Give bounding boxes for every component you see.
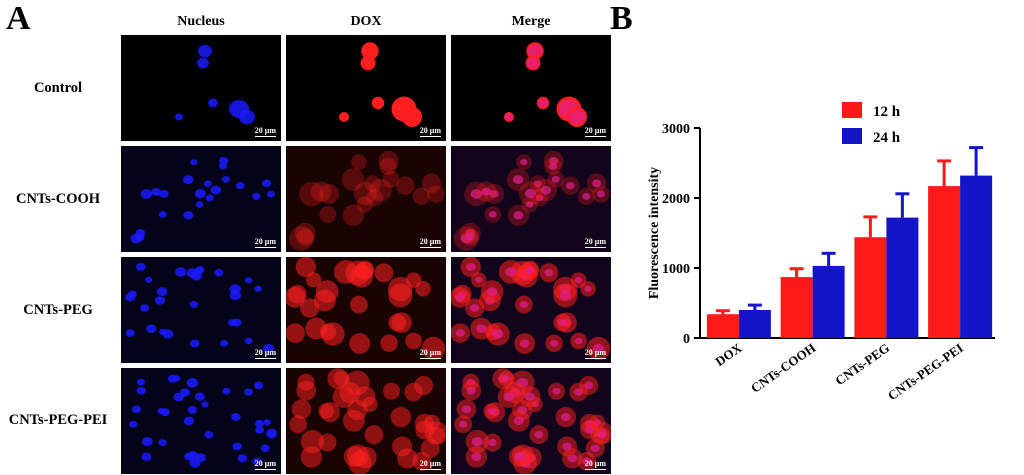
micrograph-cnts-cooh-merge: 20 μm bbox=[451, 146, 611, 252]
legend-label-0: 12 h bbox=[873, 104, 901, 120]
column-header-merge: Merge bbox=[511, 14, 551, 29]
x-tick-label-0: DOX bbox=[712, 340, 745, 369]
micrograph-cnts-peg-pei-nucleus: 20 μm bbox=[121, 368, 281, 474]
x-tick-label-2: CNTs-PEG bbox=[832, 340, 892, 388]
y-tick-label-0: 0 bbox=[683, 332, 690, 347]
scale-bar: 20 μm bbox=[419, 126, 441, 137]
scale-bar: 20 μm bbox=[254, 237, 276, 248]
bar-24h-cnts-peg-pei bbox=[960, 175, 993, 338]
y-tick-label-1: 1000 bbox=[662, 262, 690, 277]
bar-12h-dox bbox=[706, 314, 739, 338]
y-tick-label-2: 2000 bbox=[662, 192, 690, 207]
scale-bar: 20 μm bbox=[419, 237, 441, 248]
micrograph-cnts-cooh-nucleus: 20 μm bbox=[121, 146, 281, 252]
legend-swatch-0 bbox=[842, 102, 862, 118]
x-tick-label-3: CNTs-PEG-PEI bbox=[885, 340, 966, 403]
micrograph-cnts-peg-merge: 20 μm bbox=[451, 257, 611, 363]
scale-bar: 20 μm bbox=[419, 348, 441, 359]
bar-24h-cnts-cooh bbox=[812, 265, 845, 338]
scale-bar: 20 μm bbox=[419, 459, 441, 470]
y-axis-label: Fluorescence intensity bbox=[647, 167, 662, 299]
legend-label-1: 24 h bbox=[873, 130, 901, 146]
row-label-cnts-peg: CNTs-PEG bbox=[23, 302, 93, 318]
scale-bar: 20 μm bbox=[254, 459, 276, 470]
scale-bar: 20 μm bbox=[584, 126, 606, 137]
panel-b-label: B bbox=[610, 0, 633, 37]
micrograph-cnts-peg-dox: 20 μm bbox=[286, 257, 446, 363]
panel-a-label: A bbox=[6, 0, 31, 37]
scale-bar: 20 μm bbox=[254, 348, 276, 359]
row-label-control: Control bbox=[33, 80, 83, 96]
bar-24h-dox bbox=[738, 310, 771, 338]
micrograph-cnts-peg-pei-dox: 20 μm bbox=[286, 368, 446, 474]
scale-bar: 20 μm bbox=[254, 126, 276, 137]
row-label-cnts-peg-pei: CNTs-PEG-PEI bbox=[8, 412, 108, 428]
micrograph-cnts-peg-nucleus: 20 μm bbox=[121, 257, 281, 363]
scale-bar: 20 μm bbox=[584, 237, 606, 248]
micrograph-control-merge: 20 μm bbox=[451, 35, 611, 141]
micrograph-control-dox: 20 μm bbox=[286, 35, 446, 141]
row-label-cnts-cooh: CNTs-COOH bbox=[15, 191, 101, 207]
micrograph-cnts-cooh-dox: 20 μm bbox=[286, 146, 446, 252]
bar-24h-cnts-peg bbox=[886, 217, 919, 338]
scale-bar: 20 μm bbox=[584, 348, 606, 359]
bar-12h-cnts-peg-pei bbox=[928, 186, 961, 338]
x-tick-label-1: CNTs-COOH bbox=[748, 340, 818, 396]
scale-bar: 20 μm bbox=[584, 459, 606, 470]
column-header-dox: DOX bbox=[350, 14, 382, 29]
bar-12h-cnts-peg bbox=[854, 237, 887, 338]
bar-12h-cnts-cooh bbox=[780, 277, 813, 338]
micrograph-control-nucleus: 20 μm bbox=[121, 35, 281, 141]
legend-swatch-1 bbox=[842, 128, 862, 144]
y-tick-label-3: 3000 bbox=[662, 122, 690, 137]
micrograph-cnts-peg-pei-merge: 20 μm bbox=[451, 368, 611, 474]
column-header-nucleus: Nucleus bbox=[177, 14, 225, 29]
